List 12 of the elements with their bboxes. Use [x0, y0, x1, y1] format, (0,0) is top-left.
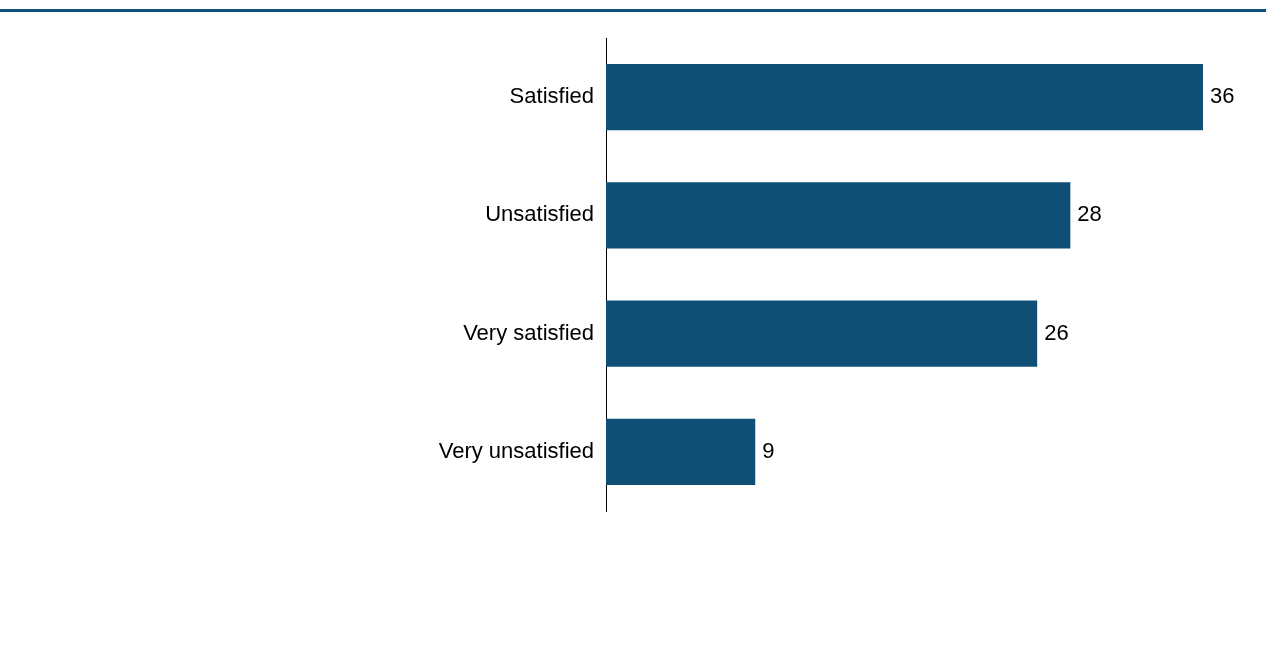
- bar: [606, 182, 1071, 249]
- data-label: 26: [1044, 319, 1069, 345]
- y-tick-label: Satisfied: [509, 83, 594, 109]
- y-tick-label: Very satisfied: [463, 319, 594, 345]
- bar: [606, 418, 756, 485]
- data-label: 36: [1210, 83, 1235, 109]
- data-label: 28: [1077, 201, 1102, 227]
- bar: [606, 300, 1038, 367]
- y-tick-label: Very unsatisfied: [438, 437, 594, 463]
- y-tick-label: Unsatisfied: [485, 201, 594, 227]
- bar: [606, 64, 1203, 131]
- data-label: 9: [762, 437, 775, 463]
